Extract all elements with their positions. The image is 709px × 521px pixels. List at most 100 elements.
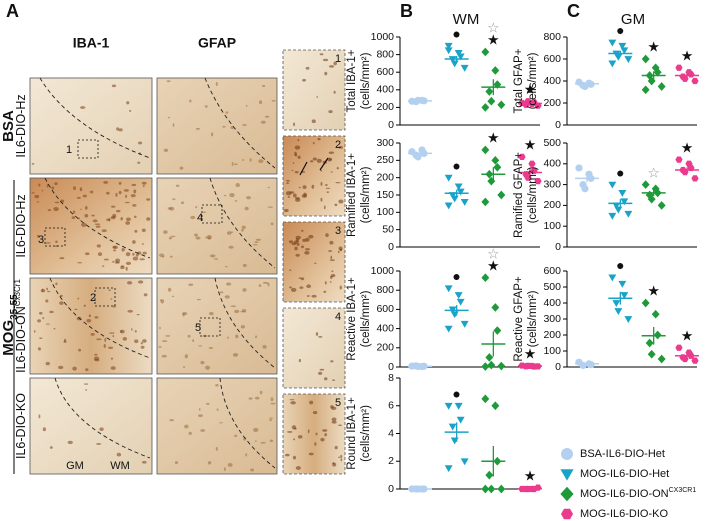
cell-stain (119, 329, 125, 334)
cell-stain (293, 427, 297, 430)
cell-stain (325, 187, 331, 189)
cell-stain (198, 414, 203, 418)
row-label-sup: Cx3Cr1 (13, 279, 22, 307)
cell-stain (311, 119, 316, 124)
cell-stain (140, 342, 143, 345)
cell-stain (38, 414, 41, 419)
data-point (675, 156, 683, 163)
cell-stain (254, 396, 260, 400)
cell-stain (96, 244, 101, 248)
data-point (450, 311, 459, 319)
cell-stain (315, 332, 319, 336)
cell-stain (283, 208, 289, 213)
cell-stain (258, 284, 262, 287)
cell-stain (205, 236, 208, 239)
data-point (691, 77, 699, 85)
legend-text: MOG-IL6-DIO-Het (580, 468, 669, 480)
cell-stain (332, 462, 335, 465)
cell-stain (319, 53, 324, 56)
cell-stain (134, 229, 138, 233)
cell-stain (37, 347, 41, 351)
zoom-box-number: 4 (197, 212, 203, 224)
cell-stain (125, 217, 131, 222)
cell-stain (324, 71, 328, 76)
cell-stain (159, 253, 165, 258)
cell-stain (213, 258, 219, 260)
cell-stain (118, 181, 122, 185)
cell-stain (141, 228, 146, 233)
cell-stain (198, 408, 201, 411)
data-point (460, 458, 469, 466)
data-point (641, 54, 650, 64)
data-point (651, 309, 660, 319)
y-tick-label: 0 (555, 361, 561, 373)
y-tick-label: 800 (543, 31, 561, 43)
cell-stain (298, 358, 301, 363)
cell-stain (206, 235, 212, 240)
cell-stain (110, 298, 113, 300)
cell-stain (267, 186, 270, 189)
cell-stain (126, 101, 130, 105)
cell-stain (92, 219, 98, 223)
cell-stain (330, 171, 333, 173)
significance-marker: ● (452, 268, 460, 284)
boundary-line (214, 277, 276, 369)
legend-text: MOG-IL6-DIO-ON (580, 488, 669, 500)
y-tick-label: 600 (376, 66, 394, 78)
zoom-box (199, 317, 221, 337)
y-tick-label: 400 (543, 75, 561, 87)
cell-stain (294, 145, 301, 150)
inset-number: 3 (335, 225, 341, 237)
y-tick-label: 150 (376, 189, 394, 201)
cell-stain (167, 287, 172, 292)
cell-stain (55, 240, 58, 244)
cell-stain (137, 161, 141, 164)
cell-stain (253, 427, 259, 433)
data-point (491, 156, 500, 165)
y-tick-label: 200 (376, 171, 394, 183)
cell-stain (33, 330, 36, 333)
data-point (448, 423, 457, 431)
cell-stain (93, 356, 100, 361)
boundary-line (209, 177, 276, 269)
cell-stain (80, 208, 82, 210)
cell-stain (112, 305, 116, 308)
data-point (647, 194, 656, 204)
cell-stain (284, 453, 290, 457)
cell-stain (294, 151, 297, 156)
y-tick-label: 50 (382, 223, 394, 235)
cell-stain (302, 185, 307, 189)
significance-marker: ★ (647, 283, 660, 299)
cell-stain (115, 258, 121, 263)
cell-stain (226, 282, 232, 286)
data-point (487, 176, 496, 186)
data-point (450, 437, 459, 445)
y-tick-label: 250 (376, 154, 394, 166)
cell-stain (328, 65, 335, 68)
row-label-text: IL6-DIO-Hz (14, 194, 28, 257)
cell-stain (312, 157, 317, 161)
data-point (481, 103, 490, 112)
cell-stain (99, 427, 104, 432)
significance-marker: ★ (524, 345, 537, 361)
cell-stain (329, 281, 332, 283)
data-point (481, 197, 490, 207)
cell-stain (46, 287, 49, 291)
data-point (460, 199, 469, 206)
cell-stain (115, 192, 118, 197)
significance-marker: ★ (524, 81, 537, 97)
cell-stain (288, 240, 294, 244)
cell-stain (110, 205, 116, 208)
cell-stain (222, 125, 226, 128)
cell-stain (311, 184, 315, 189)
y-tick-label: 0 (555, 241, 561, 253)
cell-stain (78, 217, 80, 220)
cell-stain (306, 284, 312, 289)
y-tick-label: 200 (543, 97, 561, 109)
cell-stain (338, 199, 344, 204)
cell-stain (94, 316, 99, 319)
cell-stain (103, 258, 109, 261)
data-point (454, 402, 463, 410)
cell-stain (271, 99, 276, 102)
cell-stain (331, 420, 337, 424)
